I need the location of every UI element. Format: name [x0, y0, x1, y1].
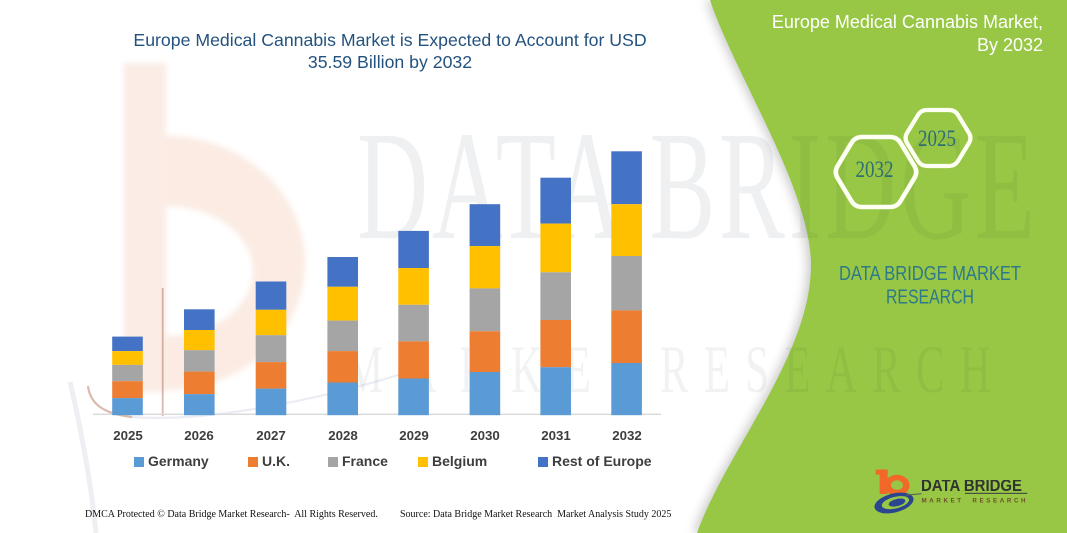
svg-text:DATA BRIDGE MARKET: DATA BRIDGE MARKET: [839, 262, 1021, 285]
svg-text:2025: 2025: [918, 126, 956, 151]
svg-text:DATA BRIDGE: DATA BRIDGE: [921, 480, 1022, 495]
svg-text:RESEARCH: RESEARCH: [886, 286, 974, 309]
svg-text:MARKET: MARKET: [345, 332, 640, 407]
svg-text:2032: 2032: [856, 157, 894, 182]
svg-text:RESEARCH: RESEARCH: [660, 332, 991, 407]
svg-text:MARKET RESEARCH: MARKET RESEARCH: [922, 498, 1027, 505]
